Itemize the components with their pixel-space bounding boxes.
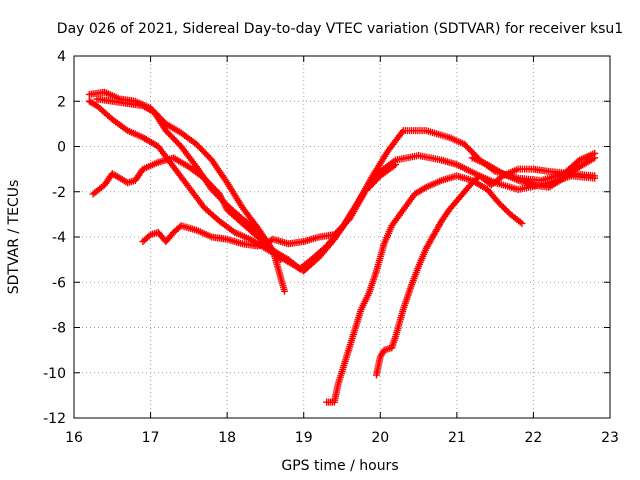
data-point-marker	[277, 256, 285, 264]
data-point-marker	[392, 161, 400, 169]
data-point-marker	[591, 172, 599, 180]
chart-title: Day 026 of 2021, Sidereal Day-to-day VTE…	[57, 21, 623, 37]
data-point-marker	[518, 219, 526, 227]
y-tick-label: 4	[57, 49, 66, 65]
y-tick-label: -12	[43, 411, 66, 427]
series-track-d	[89, 154, 285, 264]
x-tick-label: 16	[65, 430, 83, 446]
x-tick-label: 17	[142, 430, 160, 446]
data-point-marker	[281, 287, 289, 295]
y-tick-label: 0	[57, 140, 66, 156]
y-tick-label: -6	[52, 275, 66, 291]
x-tick-label: 23	[601, 430, 619, 446]
x-tick-label: 19	[295, 430, 313, 446]
x-tick-label: 20	[371, 430, 389, 446]
data-point-marker	[275, 254, 283, 262]
data-points	[85, 88, 599, 406]
x-tick-label: 21	[448, 430, 466, 446]
series-track-h	[468, 154, 599, 191]
y-tick-label: -2	[52, 185, 66, 201]
series-track-g	[372, 165, 599, 379]
series-track-f	[323, 172, 526, 406]
y-tick-label: -4	[52, 230, 66, 246]
y-axis-label: SDTVAR / TECUs	[6, 180, 22, 295]
data-point-marker	[591, 154, 599, 162]
x-tick-label: 18	[218, 430, 236, 446]
series-track-e	[139, 161, 400, 250]
x-axis-label: GPS time / hours	[281, 458, 398, 474]
y-tick-label: 2	[57, 94, 66, 110]
y-tick-label: -10	[43, 366, 66, 382]
y-tick-label: -8	[52, 321, 66, 337]
x-tick-label: 22	[525, 430, 543, 446]
